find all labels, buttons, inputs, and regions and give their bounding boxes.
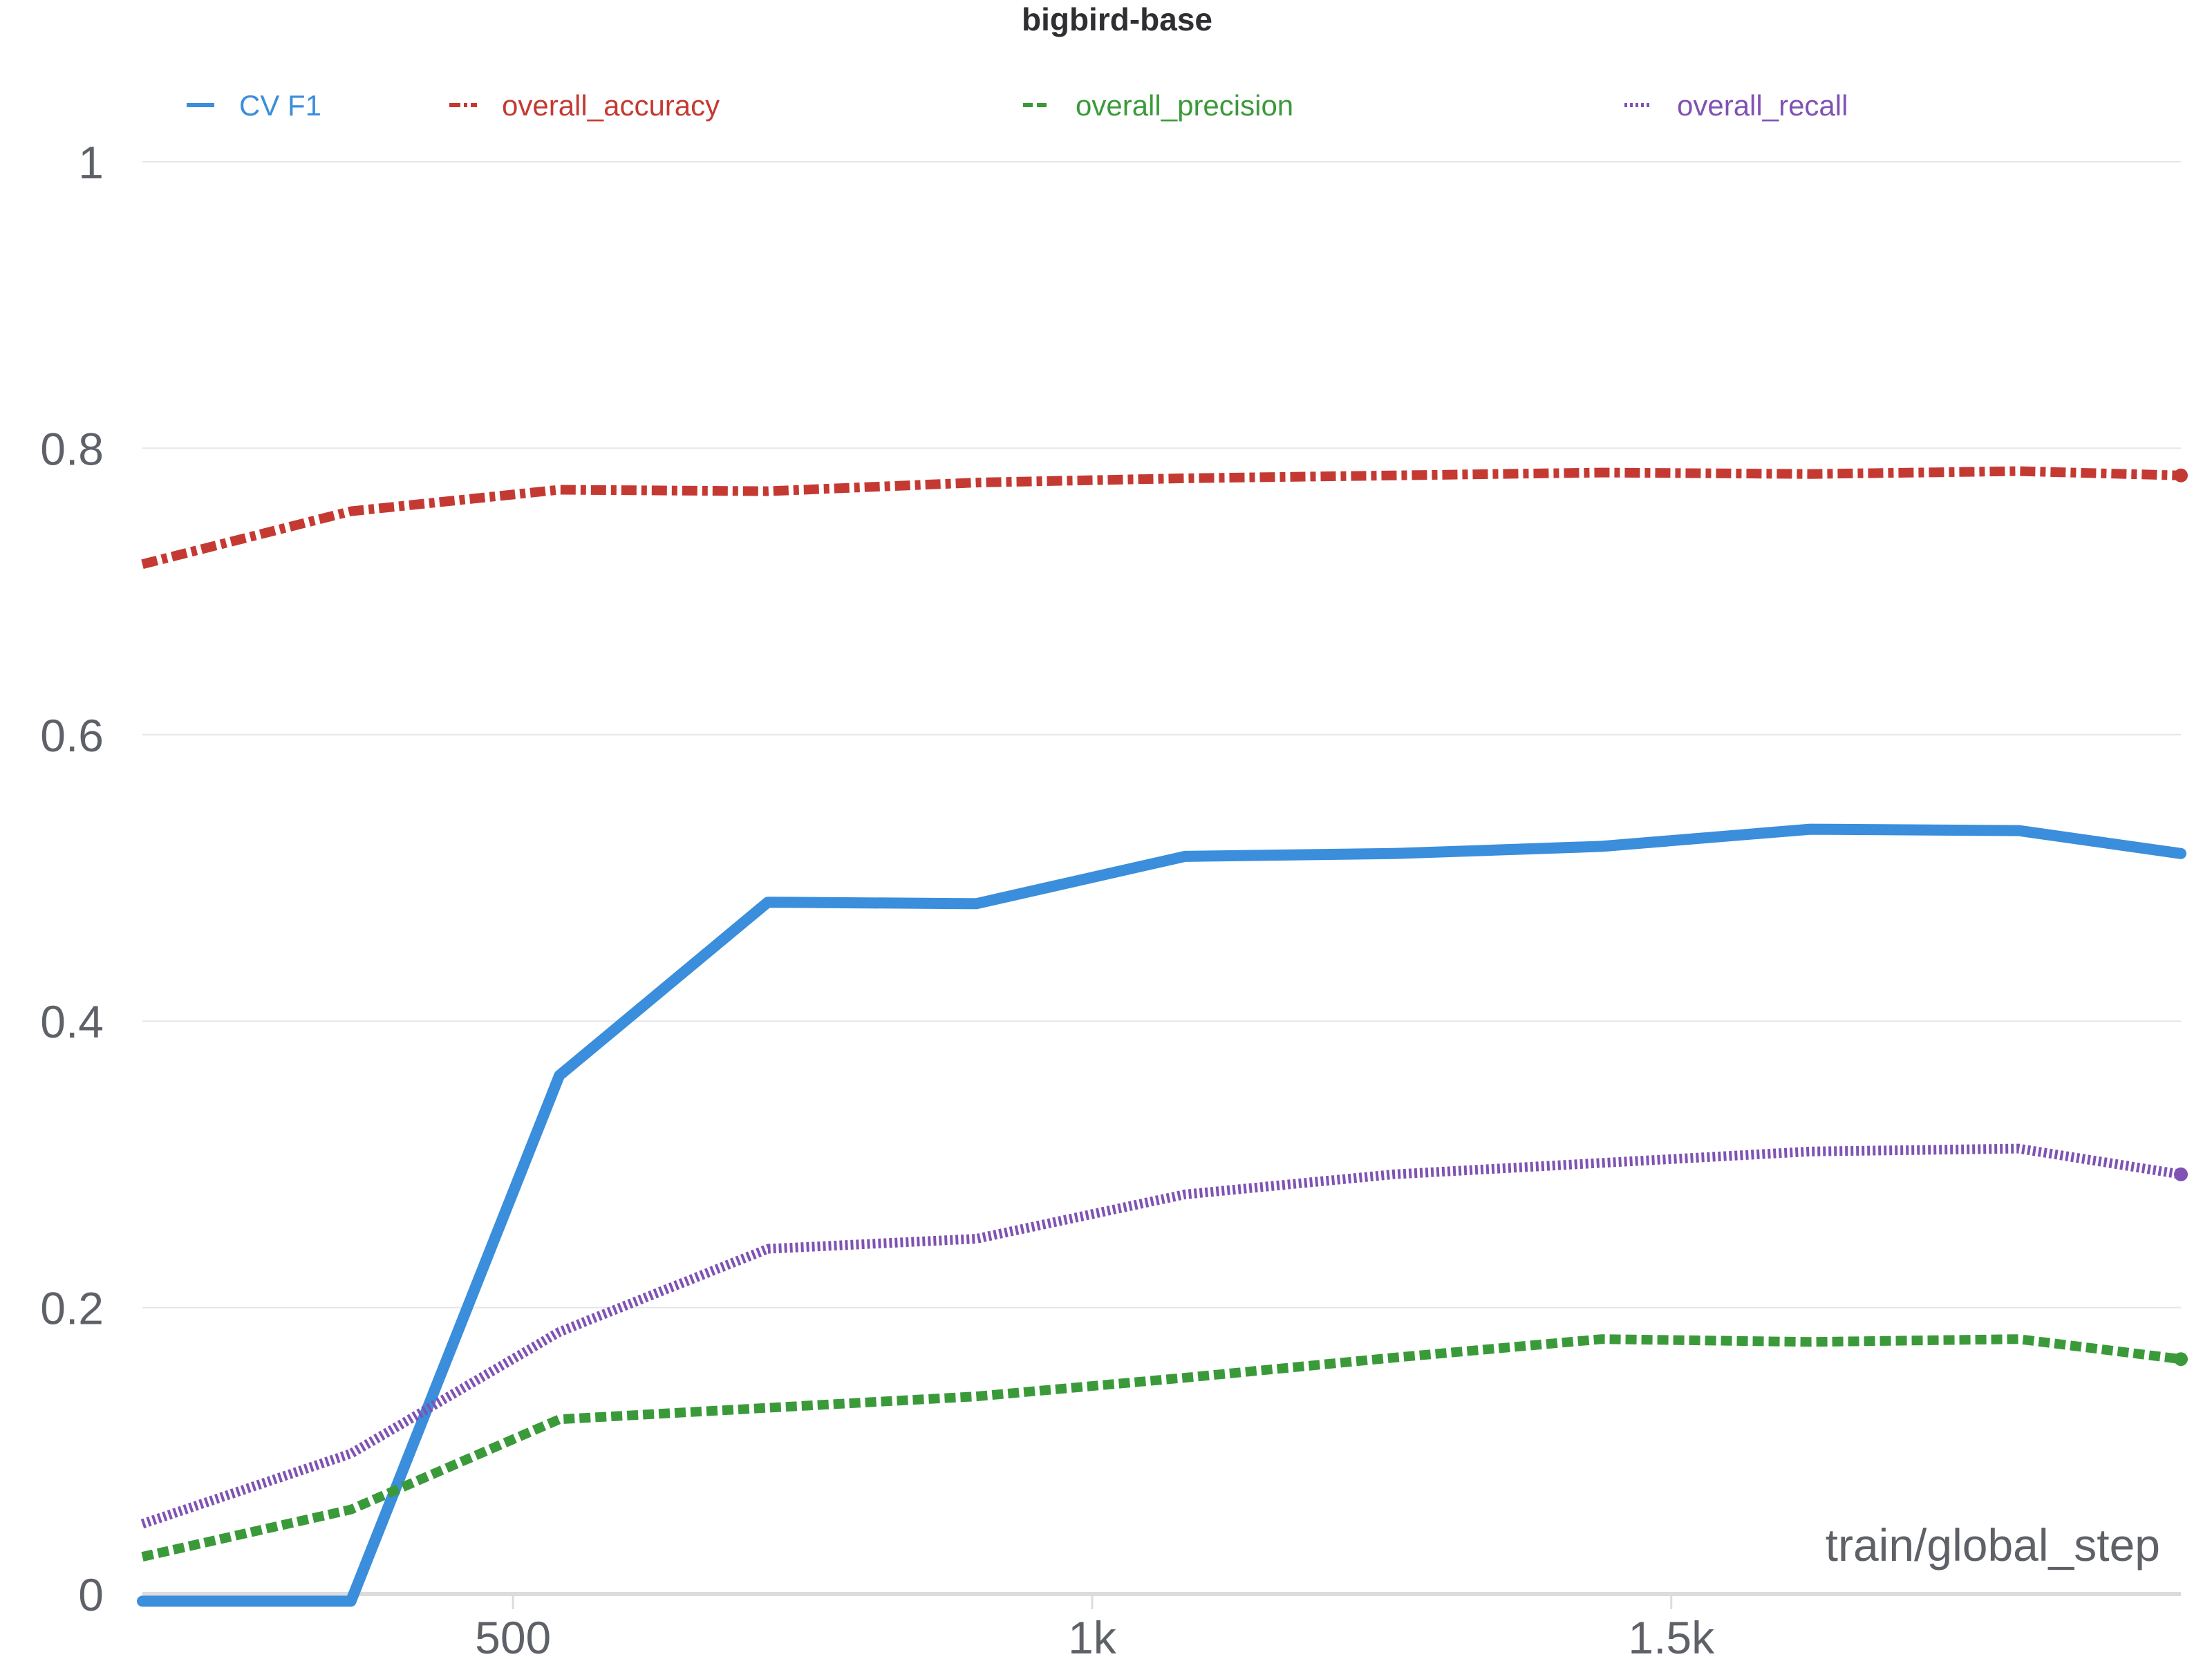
legend-label: overall_recall	[1677, 89, 1848, 122]
y-tick-label: 0.4	[40, 996, 104, 1047]
x-tick-label: 1.5k	[1628, 1612, 1715, 1659]
series-line-cv-f1	[137, 823, 2186, 1607]
data-point	[2174, 468, 2188, 482]
x-tick-label: 500	[475, 1612, 551, 1659]
series-line-overall-accuracy	[141, 466, 2182, 569]
legend-label: CV F1	[239, 89, 321, 122]
x-axis-title: train/global_step	[1826, 1519, 2160, 1571]
series-line-overall-recall	[140, 1143, 2182, 1529]
x-tick-label: 1k	[1068, 1612, 1117, 1659]
series-group	[137, 466, 2188, 1607]
legend-label: overall_precision	[1076, 89, 1293, 122]
chart-title: bigbird-base	[1022, 1, 1212, 37]
y-axis: 0 0.2 0.4 0.6 0.8 1	[40, 137, 104, 1620]
data-point	[2174, 1167, 2188, 1181]
y-tick-label: 0	[78, 1569, 104, 1620]
series-line-overall-precision	[141, 1334, 2182, 1562]
grid-lines	[142, 161, 2181, 1309]
x-axis: 500 1k 1.5k	[142, 1592, 2181, 1659]
legend-label: overall_accuracy	[502, 89, 720, 122]
y-tick-label: 1	[78, 137, 104, 188]
y-tick-label: 0.2	[40, 1283, 104, 1334]
y-tick-label: 0.6	[40, 710, 104, 761]
legend: CV F1 overall_accuracy overall_precision ov…	[187, 89, 1848, 122]
data-point	[2174, 1352, 2188, 1367]
y-tick-label: 0.8	[40, 423, 104, 474]
